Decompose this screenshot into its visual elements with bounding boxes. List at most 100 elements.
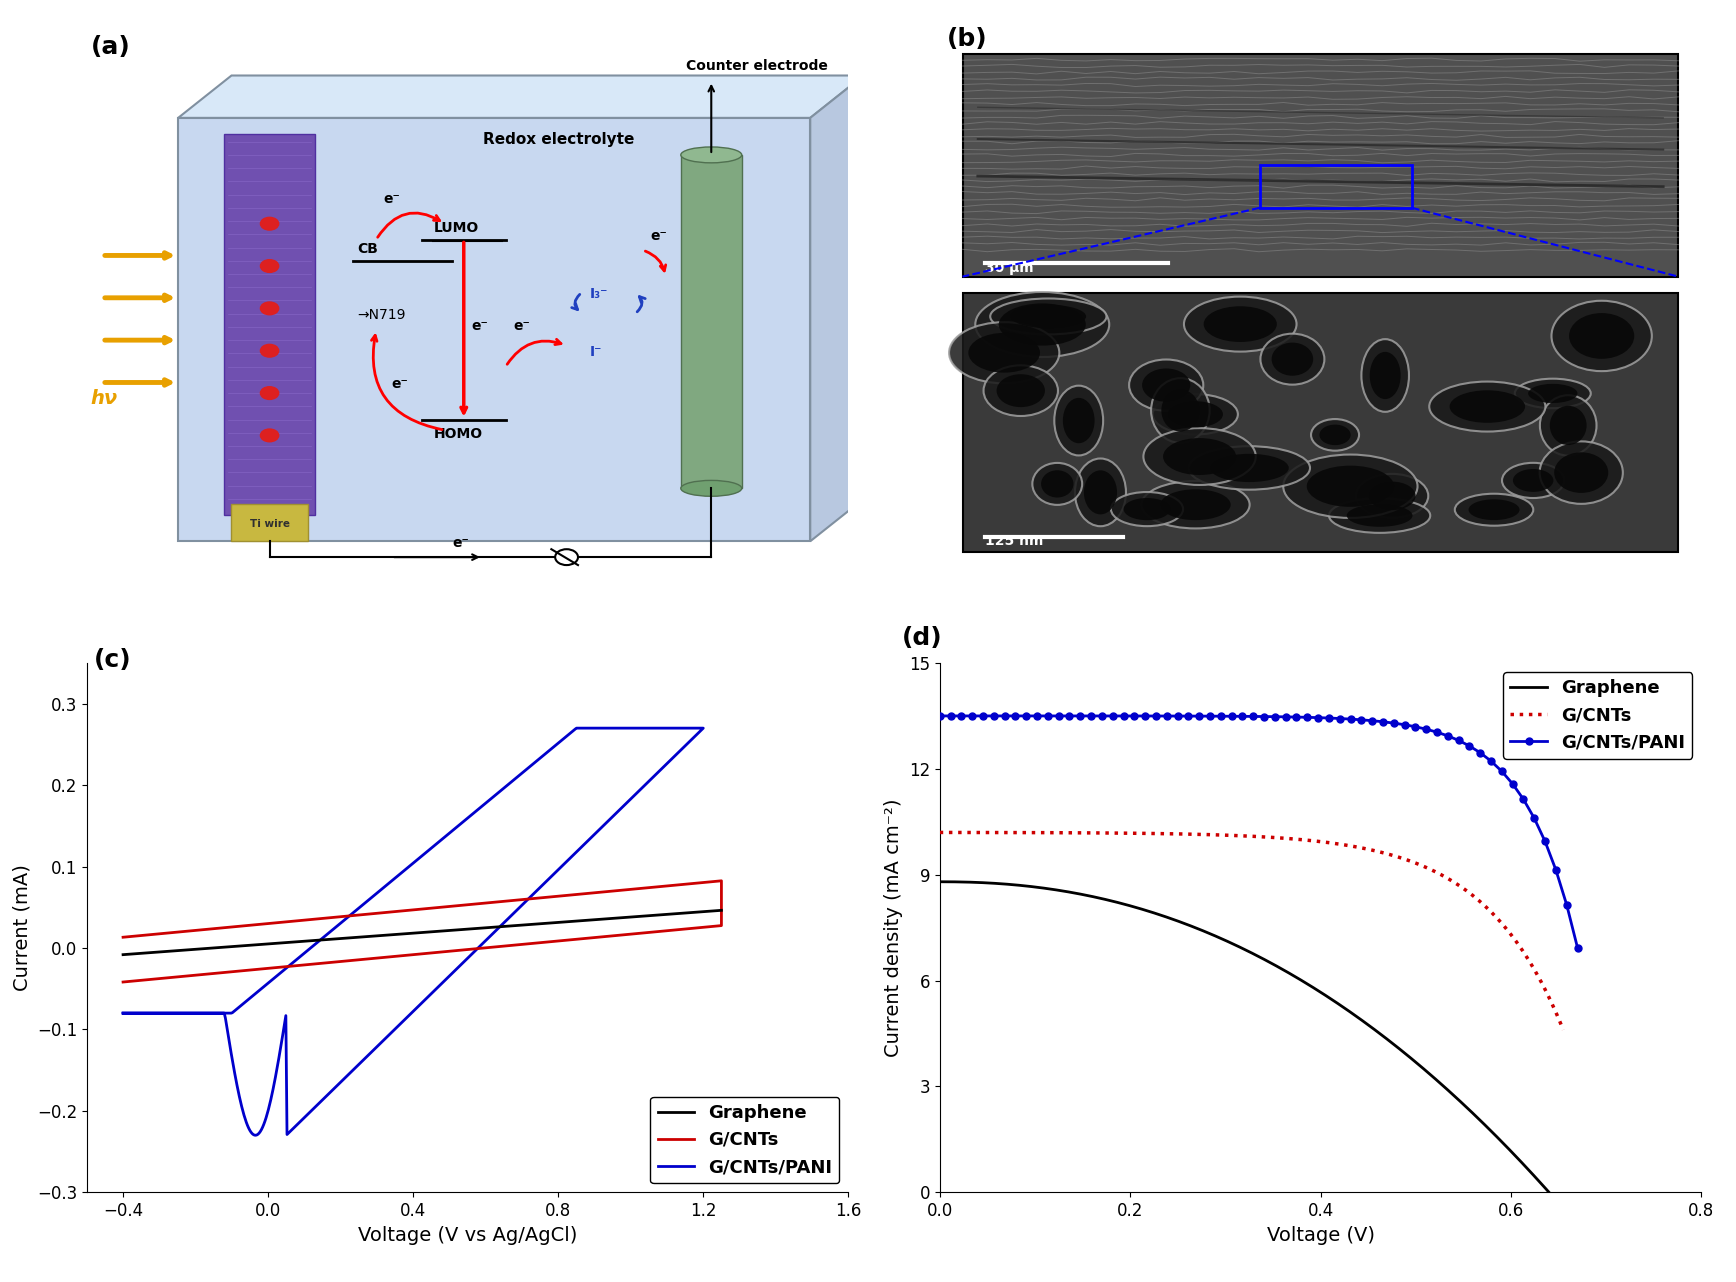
Text: 125 nm: 125 nm <box>986 535 1043 549</box>
Ellipse shape <box>1203 306 1278 342</box>
Ellipse shape <box>1455 494 1533 526</box>
Ellipse shape <box>1368 482 1415 510</box>
Ellipse shape <box>1569 313 1634 359</box>
Text: LUMO: LUMO <box>434 221 479 235</box>
Ellipse shape <box>1111 492 1184 526</box>
G/CNTs <box>929 824 950 840</box>
Text: (d): (d) <box>901 627 943 650</box>
G/CNTs/PANI <box>1330 710 1351 726</box>
Ellipse shape <box>681 147 741 163</box>
Text: I⁻: I⁻ <box>590 345 602 359</box>
Ellipse shape <box>1540 395 1597 455</box>
Text: (b): (b) <box>948 27 988 51</box>
Graphene <box>953 874 974 890</box>
Ellipse shape <box>1307 465 1394 506</box>
Ellipse shape <box>1083 470 1116 514</box>
Ellipse shape <box>1528 383 1578 403</box>
G/CNTs <box>654 923 675 938</box>
Ellipse shape <box>998 304 1085 346</box>
Ellipse shape <box>1168 401 1222 427</box>
Ellipse shape <box>1347 504 1413 527</box>
G/CNTs <box>955 824 976 840</box>
Graphene <box>616 910 637 926</box>
Ellipse shape <box>1512 469 1554 492</box>
Graphene <box>654 906 675 922</box>
Graphene <box>965 874 986 890</box>
Polygon shape <box>231 504 307 541</box>
Ellipse shape <box>969 333 1040 373</box>
G/CNTs/PANI <box>1568 940 1588 955</box>
Ellipse shape <box>1160 490 1231 520</box>
Ellipse shape <box>1128 359 1203 410</box>
Ellipse shape <box>1502 463 1564 497</box>
Ellipse shape <box>1370 351 1401 399</box>
Ellipse shape <box>1184 296 1297 351</box>
G/CNTs/PANI <box>345 903 366 918</box>
Text: Ti wire: Ti wire <box>250 519 290 529</box>
Polygon shape <box>179 76 863 118</box>
G/CNTs/PANI <box>693 720 713 736</box>
Ellipse shape <box>984 365 1057 415</box>
G/CNTs <box>1500 926 1521 941</box>
Graphene <box>115 947 135 963</box>
Ellipse shape <box>1141 481 1250 528</box>
Ellipse shape <box>1356 474 1429 518</box>
G/CNTs <box>1045 826 1066 841</box>
Text: CB: CB <box>358 242 378 256</box>
G/CNTs/PANI <box>1092 708 1113 723</box>
Text: (c): (c) <box>94 649 132 672</box>
Graphene <box>113 947 134 963</box>
Ellipse shape <box>990 299 1106 335</box>
Circle shape <box>260 387 279 400</box>
Circle shape <box>556 549 578 565</box>
Line: G/CNTs: G/CNTs <box>939 832 1562 1029</box>
Ellipse shape <box>1516 378 1590 408</box>
Ellipse shape <box>996 374 1045 408</box>
Ellipse shape <box>1361 340 1410 412</box>
Circle shape <box>260 260 279 272</box>
Text: e⁻: e⁻ <box>391 377 408 391</box>
Circle shape <box>260 429 279 442</box>
Y-axis label: Current (mA): Current (mA) <box>12 864 31 991</box>
Graphene <box>712 903 733 918</box>
G/CNTs <box>113 974 134 990</box>
Graphene <box>1043 882 1064 897</box>
Text: e⁻: e⁻ <box>472 318 488 332</box>
Text: e⁻: e⁻ <box>514 318 529 332</box>
G/CNTs <box>325 954 345 969</box>
Graphene <box>1538 1185 1559 1200</box>
G/CNTs <box>509 892 529 908</box>
Text: →N719: →N719 <box>358 308 406 322</box>
Graphene <box>1486 1129 1507 1145</box>
Graphene <box>467 920 488 936</box>
G/CNTs <box>420 945 441 960</box>
G/CNTs/PANI <box>1135 708 1156 723</box>
G/CNTs <box>113 929 134 945</box>
Graphene <box>929 874 950 890</box>
G/CNTs/PANI <box>625 786 646 801</box>
Ellipse shape <box>1189 446 1311 490</box>
Ellipse shape <box>1075 459 1127 526</box>
Text: Counter electrode: Counter electrode <box>686 59 828 73</box>
G/CNTs <box>967 824 988 840</box>
Ellipse shape <box>1153 394 1238 435</box>
Ellipse shape <box>1260 333 1325 385</box>
Ellipse shape <box>1123 497 1170 520</box>
G/CNTs/PANI <box>113 1005 134 1020</box>
Polygon shape <box>962 54 1679 277</box>
Line: G/CNTs/PANI: G/CNTs/PANI <box>936 713 1581 951</box>
G/CNTs/PANI <box>929 708 950 723</box>
G/CNTs/PANI <box>583 827 604 842</box>
Polygon shape <box>224 133 316 515</box>
Ellipse shape <box>1144 428 1255 485</box>
Ellipse shape <box>1042 470 1073 497</box>
Circle shape <box>260 218 279 229</box>
G/CNTs <box>712 873 733 888</box>
Line: G/CNTs: G/CNTs <box>123 881 722 982</box>
Ellipse shape <box>1054 386 1102 455</box>
Ellipse shape <box>1429 382 1545 432</box>
Ellipse shape <box>1469 499 1519 520</box>
G/CNTs/PANI <box>1113 708 1134 723</box>
Text: HOMO: HOMO <box>434 427 483 441</box>
Ellipse shape <box>1010 305 1087 328</box>
